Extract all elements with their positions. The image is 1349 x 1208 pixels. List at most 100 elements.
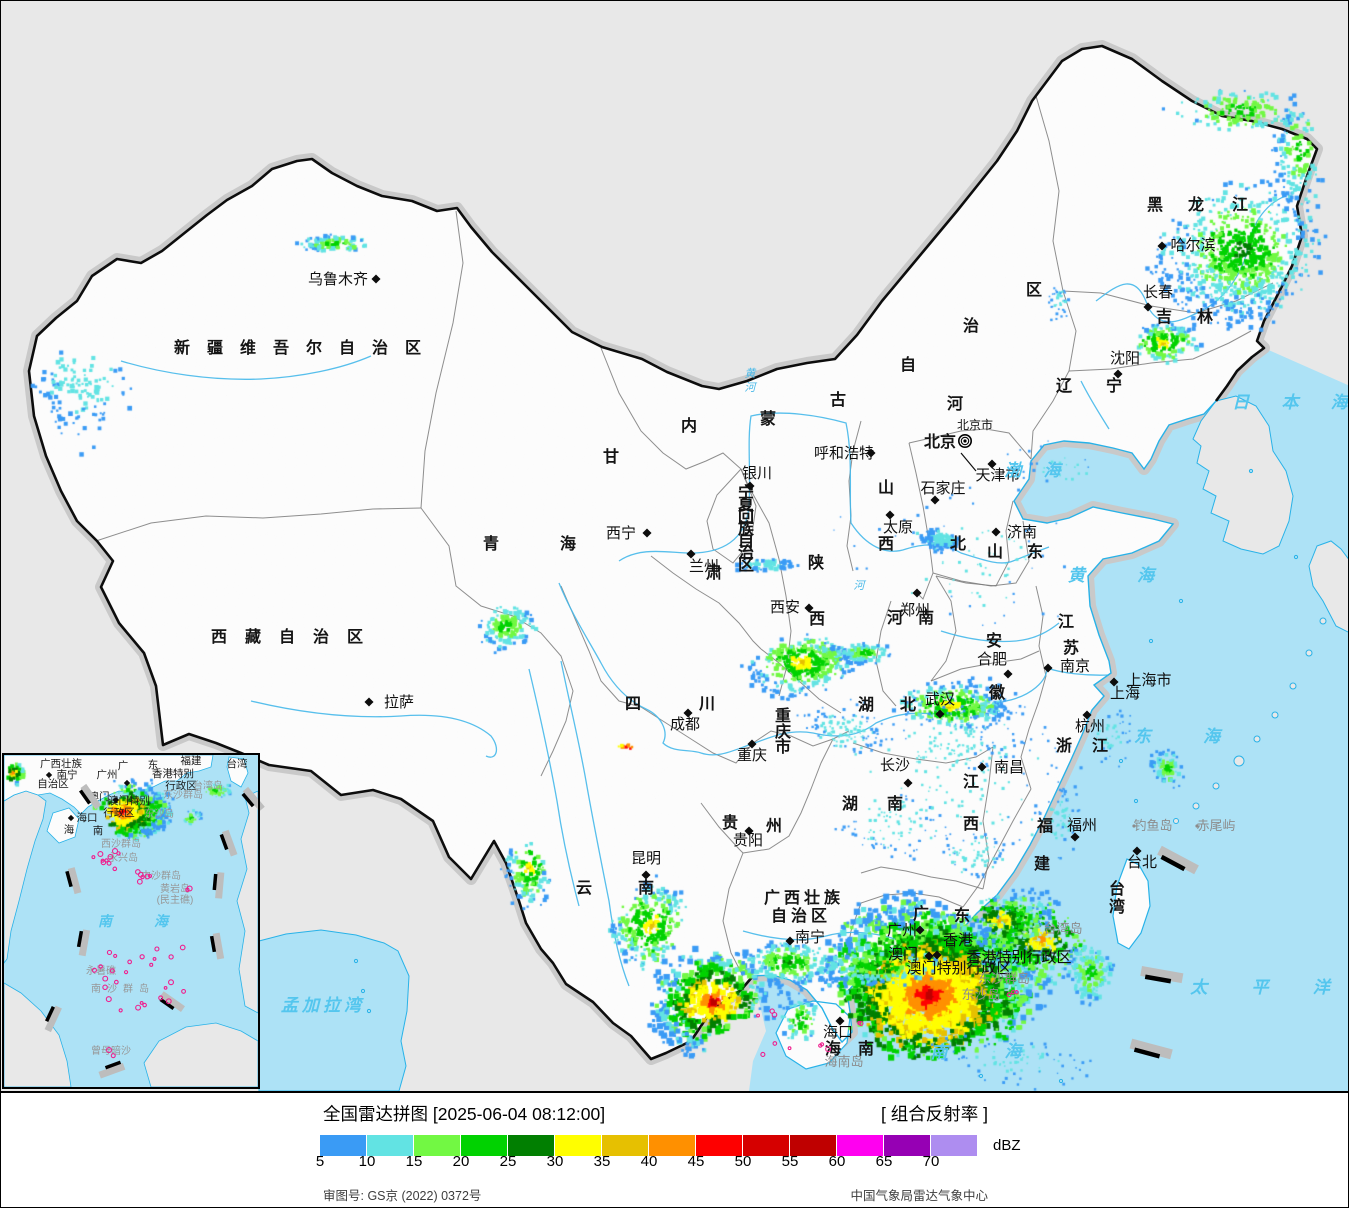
reef-mark [756,1013,760,1018]
capital-small-label: 北京市 [957,417,993,432]
dbz-tick: 50 [734,1153,752,1170]
nine-dash-shadow [1129,1038,1173,1060]
city-label: 哈尔滨 [1170,237,1215,254]
reef-mark [102,975,109,982]
province-label: 自治区 [771,906,831,925]
inset-label: 海口 [77,811,98,824]
inset-label: 海 [64,823,75,836]
nine-dash-segment [241,792,255,808]
province-label: 宁 [1106,376,1122,395]
reef-mark [181,988,187,994]
nine-dash-segment [212,873,218,891]
city-marker [1082,710,1092,720]
city-marker [991,527,1001,537]
city-label: 南宁 [795,929,825,946]
city-label: 拉萨 [384,694,414,711]
province-label: 四 [625,696,641,713]
city-marker [835,1016,845,1026]
city-label: 福州 [1067,817,1097,834]
province-label: 海 [825,1039,841,1058]
island-label: 海南岛 [824,1054,863,1069]
province-label: 川 [698,696,715,713]
reef-mark [106,949,113,956]
legend-color-cell [837,1135,884,1156]
reef-mark [106,1046,113,1054]
city-label: 西安 [770,599,800,616]
province-label: 徽 [988,683,1006,702]
inset-label: 澳门特别 [108,794,150,807]
province-label: 湖 [842,795,858,813]
dbz-tick: 60 [828,1153,846,1170]
city-label: 昆明 [631,850,661,867]
sea-label: 日 本 海 [1232,393,1349,412]
island-label: 赤尾屿 [1196,818,1235,833]
province-label: 甘 [603,448,619,466]
city-label: 呼和浩特 [814,445,874,462]
reef-mark [127,959,133,965]
province-label: 东 [954,906,970,925]
reef-mark [113,953,118,959]
province-label: 西 [963,815,979,833]
city-label: 杭州 [1075,718,1105,735]
province-label: 夏 [737,496,755,514]
dbz-tick: 65 [875,1153,893,1170]
reef-mark [107,854,114,860]
reef-mark [825,1046,832,1053]
reef-mark [142,1002,147,1008]
island-label: 台湾岛 [1043,921,1082,936]
city-label: 贵阳 [733,832,763,849]
nine-dash-shadow [80,783,102,810]
province-label: 浙 [1056,736,1072,755]
reef-mark [111,847,119,855]
nine-dash-shadow [1157,845,1199,875]
nine-dash-segment [78,789,92,805]
island-label: 东沙群岛 [978,971,1030,986]
reef-mark [152,956,157,961]
dbz-tick: 10 [358,1153,376,1170]
map-title: 全国雷达拼图 [2025-06-04 08:12:00] [323,1104,606,1124]
city-marker [1043,663,1053,673]
reef-mark [168,954,174,960]
river-label: 河 [854,579,867,592]
capital-symbol [960,436,970,446]
inset-label: 南沙群岛 [91,982,155,995]
city-marker [1070,832,1080,842]
city-marker [747,739,757,749]
nine-dash-shadow [159,991,185,1012]
city-label: 武汉 [925,691,955,708]
reef-mark [185,887,190,892]
legend-color-cell [790,1135,837,1156]
inset-city-marker [67,814,75,822]
reef-mark [106,860,112,866]
province-label: 庆 [774,722,791,741]
province-label: 林 [1197,307,1213,326]
inset-label: 广 [118,760,129,772]
province-label: 南 [887,794,903,813]
province-label: 东 [1027,542,1043,561]
dbz-tick: 5 [315,1153,325,1170]
reef-mark [97,850,104,857]
city-label: 成都 [670,716,700,733]
reef-mark [140,874,145,880]
product-name: [ 组合反射率 ] [881,1104,988,1124]
city-label: 沈阳 [1110,350,1140,367]
inset-label: 广州 [97,769,118,781]
reef-mark [123,970,129,975]
province-label: 市 [775,737,791,756]
municipality-label: 上海 [1110,685,1140,702]
city-label: 西宁 [606,525,636,542]
legend-panel: 全国雷达拼图 [2025-06-04 08:12:00] [ 组合反射率 ] d… [1,1091,1348,1207]
nine-dash-shadow [98,1062,126,1079]
inset-label: 行政区 [165,779,197,792]
province-label: 肃 [706,564,722,582]
province-label: 南 [918,608,934,627]
legend-color-cell [414,1135,461,1156]
province-label: 西 [878,535,894,553]
nine-dash-shadow [67,867,82,895]
dbz-tick: 20 [452,1153,470,1170]
province-label: 江 [963,773,979,791]
city-marker [915,925,925,935]
inset-label: 东沙岛 [144,807,174,820]
reef-mark [858,1020,864,1027]
city-marker [744,826,754,836]
